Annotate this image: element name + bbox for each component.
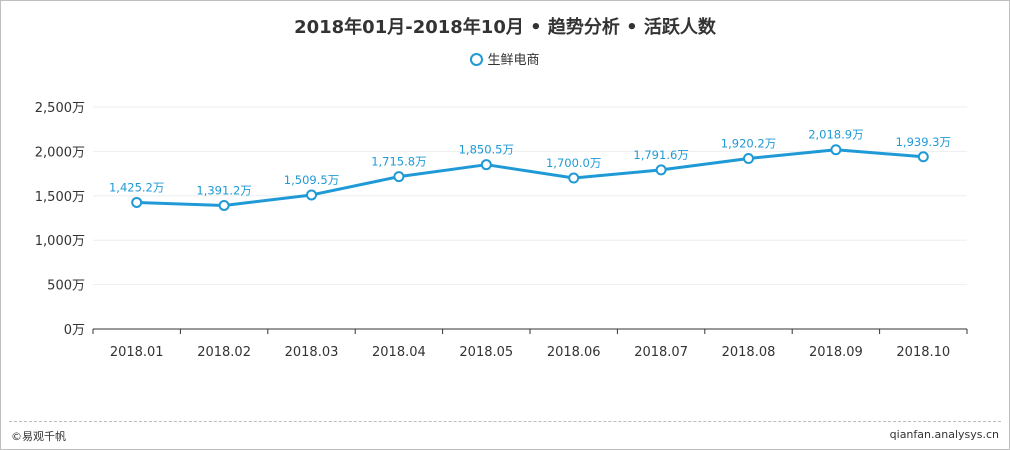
- y-tick-label: 500万: [47, 279, 85, 294]
- footer-site-link[interactable]: qianfan.analysys.cn: [889, 428, 999, 441]
- legend-marker-icon: [470, 53, 484, 66]
- x-tick-label: 2018.06: [547, 345, 601, 360]
- data-label: 1,939.3万: [896, 135, 951, 149]
- data-label: 1,850.5万: [459, 143, 514, 157]
- data-point: [131, 196, 143, 208]
- data-label: 1,391.2万: [196, 183, 251, 197]
- chart-legend[interactable]: 生鲜电商: [1, 49, 1009, 68]
- data-point: [218, 199, 230, 211]
- data-point: [655, 164, 667, 176]
- data-label: 1,920.2万: [721, 136, 776, 150]
- x-tick-label: 2018.07: [634, 345, 688, 360]
- data-point: [917, 151, 929, 163]
- x-tick-label: 2018.01: [110, 345, 164, 360]
- data-label: 1,700.0万: [546, 156, 601, 170]
- data-label: 1,425.2万: [109, 180, 164, 194]
- data-point: [393, 171, 405, 183]
- data-label: 1,509.5万: [284, 173, 339, 187]
- x-tick-label: 2018.05: [459, 345, 513, 360]
- data-point: [743, 152, 754, 164]
- x-tick-label: 2018.10: [896, 345, 950, 360]
- data-label: 1,715.8万: [371, 155, 426, 169]
- data-point: [480, 159, 492, 171]
- y-tick-label: 0万: [64, 323, 85, 338]
- data-label: 2,018.9万: [808, 128, 863, 142]
- y-tick-label: 2,500万: [35, 101, 85, 116]
- x-tick-label: 2018.02: [197, 345, 251, 360]
- x-tick-label: 2018.03: [285, 345, 339, 360]
- y-tick-label: 1,000万: [35, 234, 85, 249]
- footer-copyright: ©易观千帆: [11, 430, 66, 443]
- series-line: [135, 148, 925, 207]
- data-point: [306, 189, 317, 201]
- x-tick-label: 2018.09: [809, 345, 863, 360]
- x-tick-label: 2018.08: [722, 345, 776, 360]
- footer-divider: [9, 421, 1001, 422]
- y-tick-label: 1,500万: [35, 190, 85, 205]
- chart-title: 2018年01月-2018年10月 • 趋势分析 • 活跃人数: [294, 17, 716, 38]
- x-tick-label: 2018.04: [372, 345, 426, 360]
- legend-label: 生鲜电商: [487, 53, 540, 68]
- data-label: 1,791.6万: [633, 148, 688, 162]
- y-tick-label: 2,000万: [35, 145, 85, 160]
- line-chart: 0万 500万 1,000万 1,500万 2,000万 2,500万 2018.01 201…: [35, 101, 968, 360]
- data-point: [830, 144, 842, 156]
- data-point: [568, 172, 580, 184]
